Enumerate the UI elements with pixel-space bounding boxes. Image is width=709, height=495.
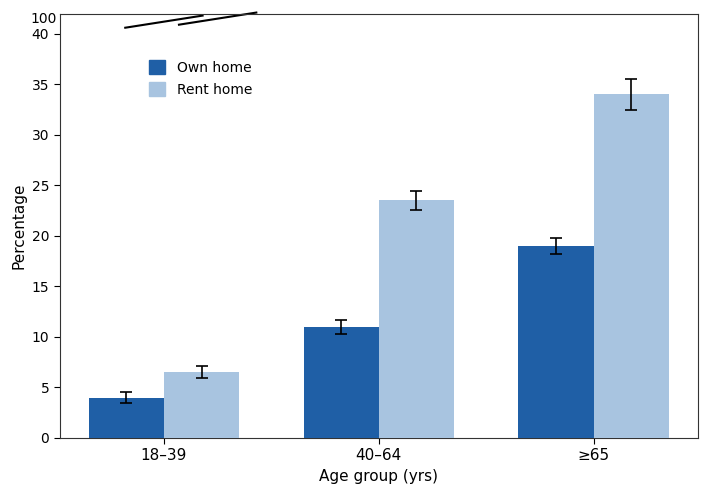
Bar <box>379 200 454 438</box>
Bar <box>89 397 164 438</box>
Bar <box>303 327 379 438</box>
Text: 100: 100 <box>30 11 57 26</box>
Bar <box>164 372 239 438</box>
X-axis label: Age group (yrs): Age group (yrs) <box>319 469 438 484</box>
Bar <box>593 95 669 438</box>
Y-axis label: Percentage: Percentage <box>11 183 26 269</box>
Bar <box>518 246 593 438</box>
Legend: Own home, Rent home: Own home, Rent home <box>143 54 257 102</box>
